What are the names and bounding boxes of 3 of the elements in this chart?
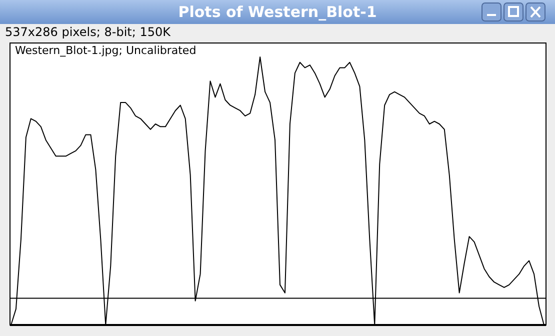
chart-subtitle: 537x286 pixels; 8-bit; 150K xyxy=(5,25,172,39)
annotation: Western_Blot-1.jpg; Uncalibrated xyxy=(15,44,196,57)
chart-title: Plots of Western_Blot-1 xyxy=(178,3,377,21)
